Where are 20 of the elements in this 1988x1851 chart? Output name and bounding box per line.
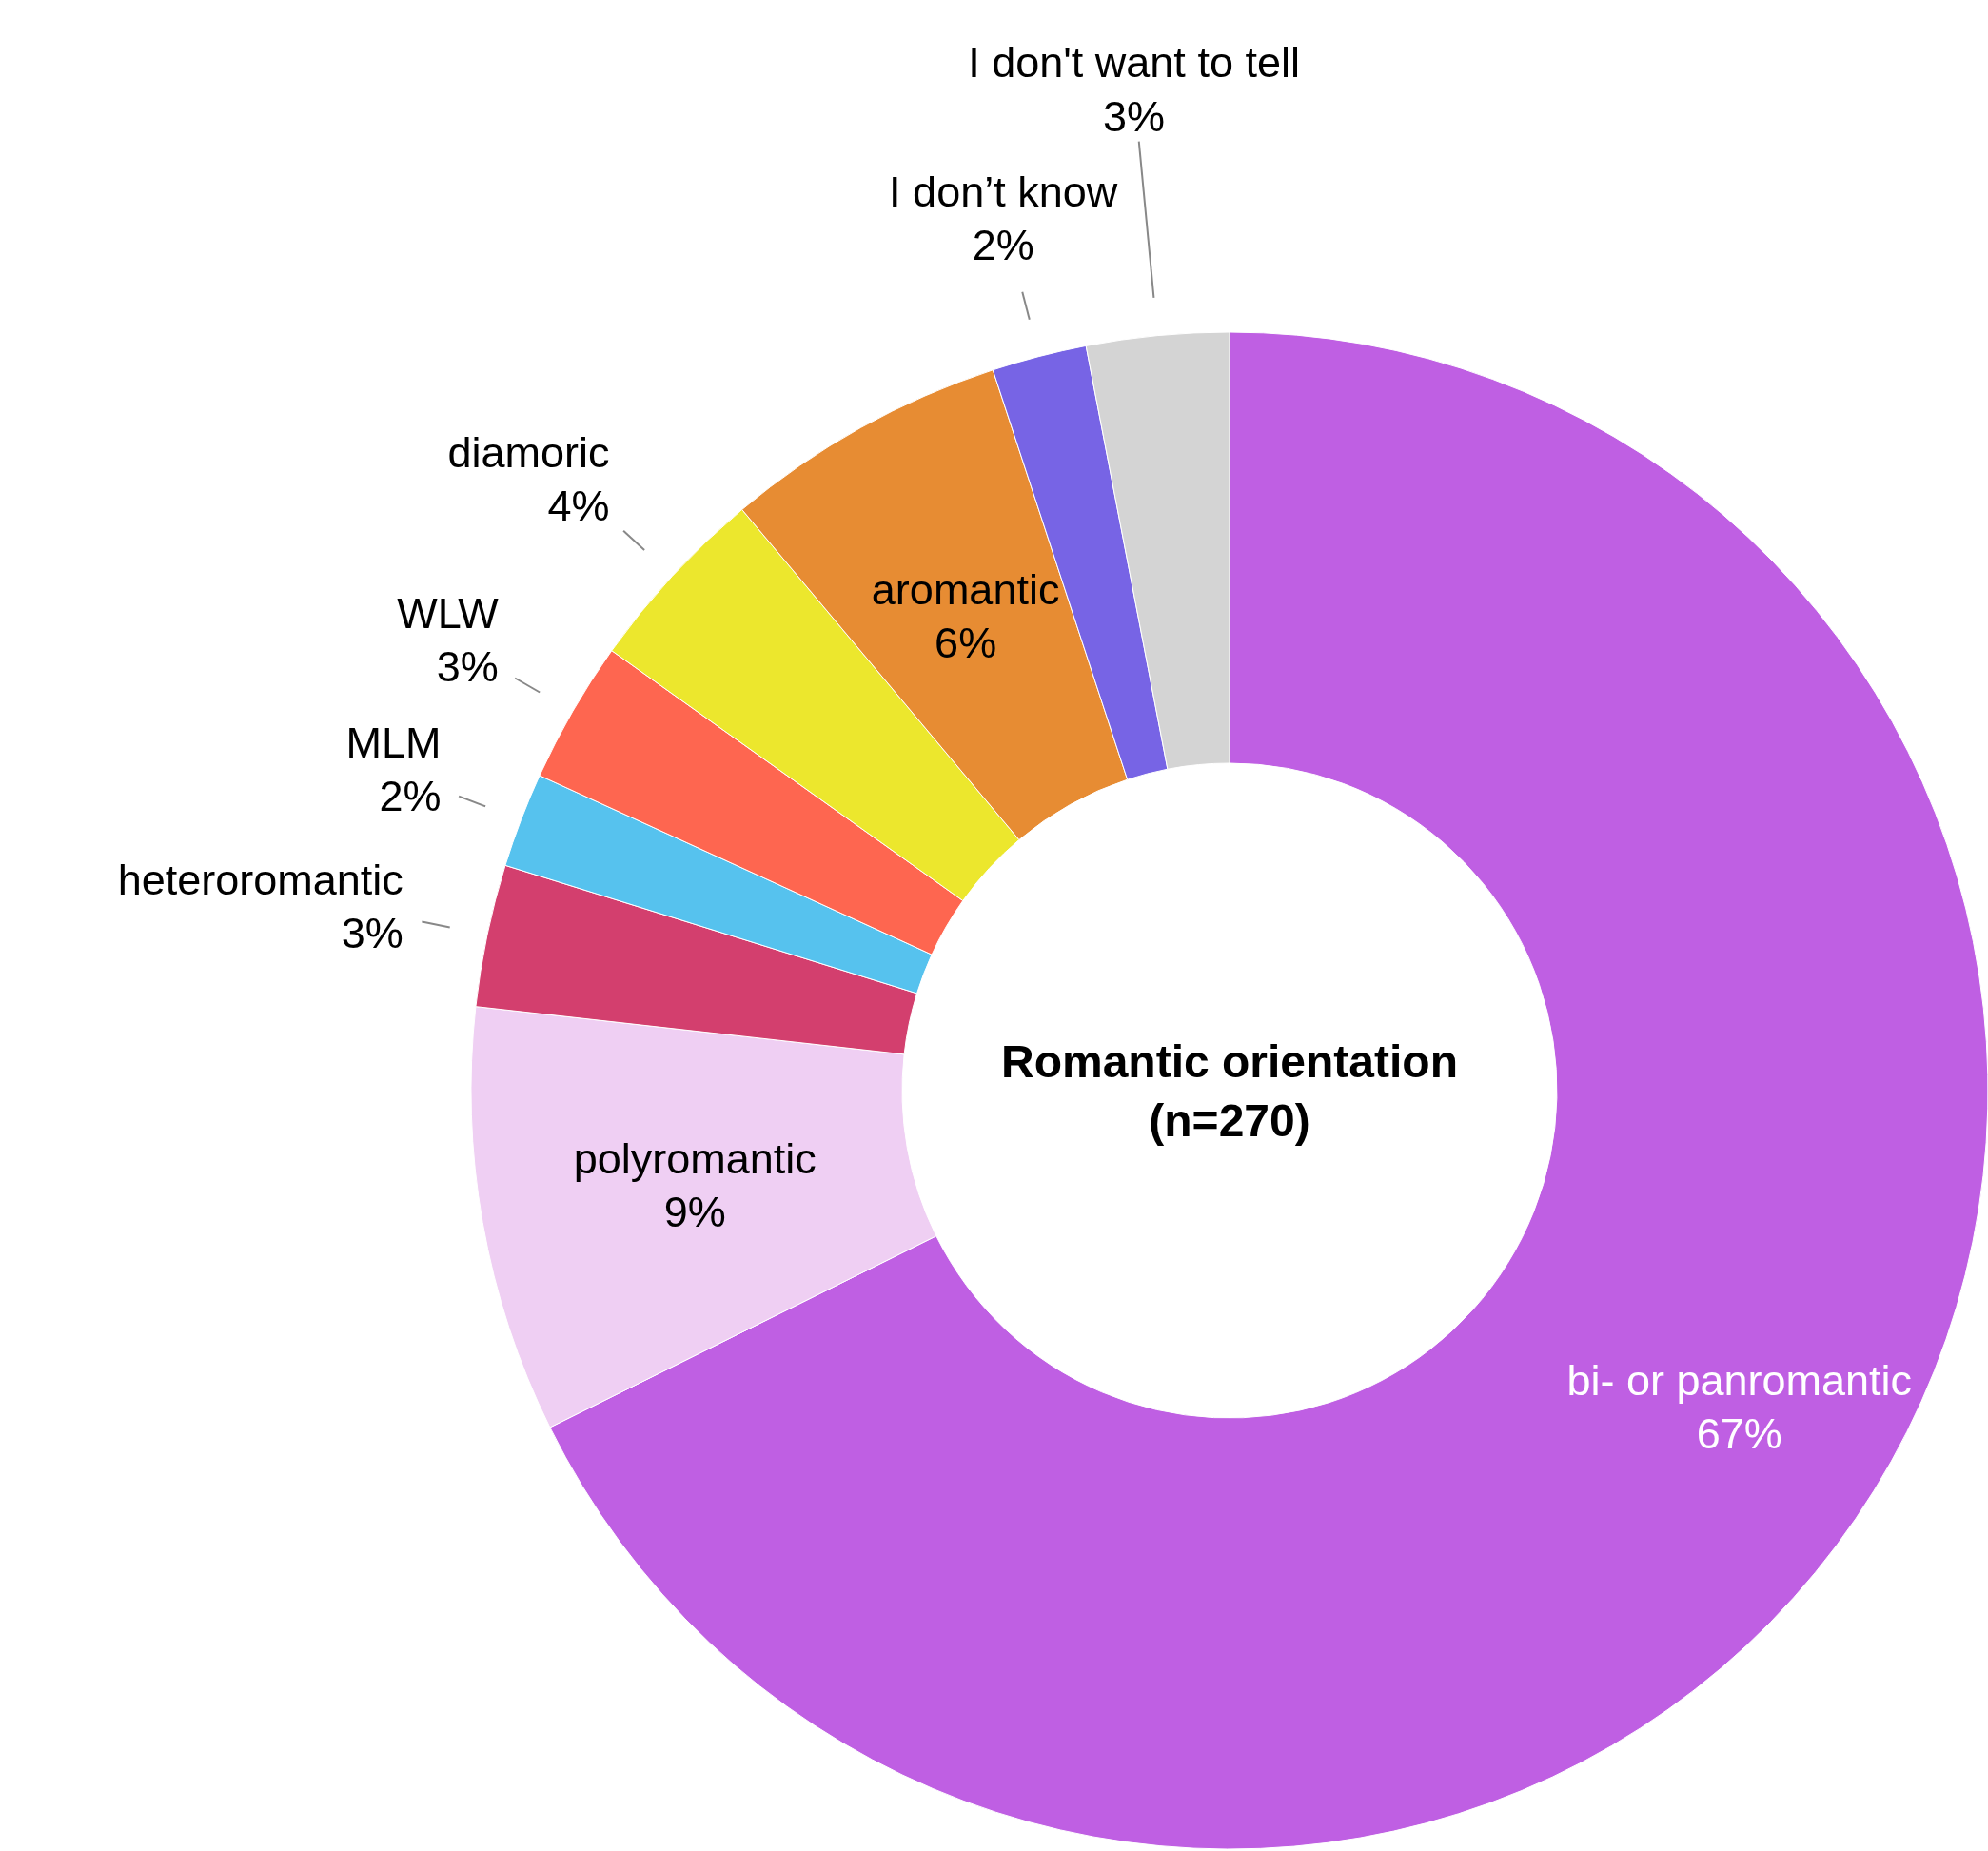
data-label: 2% [972, 221, 1034, 270]
slice-label: polyromantic [573, 1133, 817, 1183]
slice-label: WLW [397, 589, 500, 639]
data-label: 3% [436, 642, 499, 692]
data-label: 6% [935, 619, 997, 668]
slice-label: aromantic [871, 565, 1060, 615]
data-label: 9% [663, 1187, 726, 1236]
slice-label: diamoric [447, 428, 610, 478]
data-label: 2% [379, 771, 442, 820]
slice-label: MLM [345, 718, 442, 767]
slice-label: bi- or panromantic [1566, 1356, 1913, 1406]
data-label: 3% [341, 908, 404, 957]
data-label: 4% [547, 482, 610, 531]
data-label: 3% [1103, 91, 1166, 141]
data-label: 67% [1696, 1409, 1782, 1459]
text: (n=270) [1149, 1095, 1310, 1146]
text: Romantic orientation [1000, 1036, 1459, 1087]
slice-label: I don’t know [889, 167, 1118, 216]
slice-label: I don't want to tell [968, 38, 1300, 88]
slice-label: heteroromantic [117, 855, 404, 904]
